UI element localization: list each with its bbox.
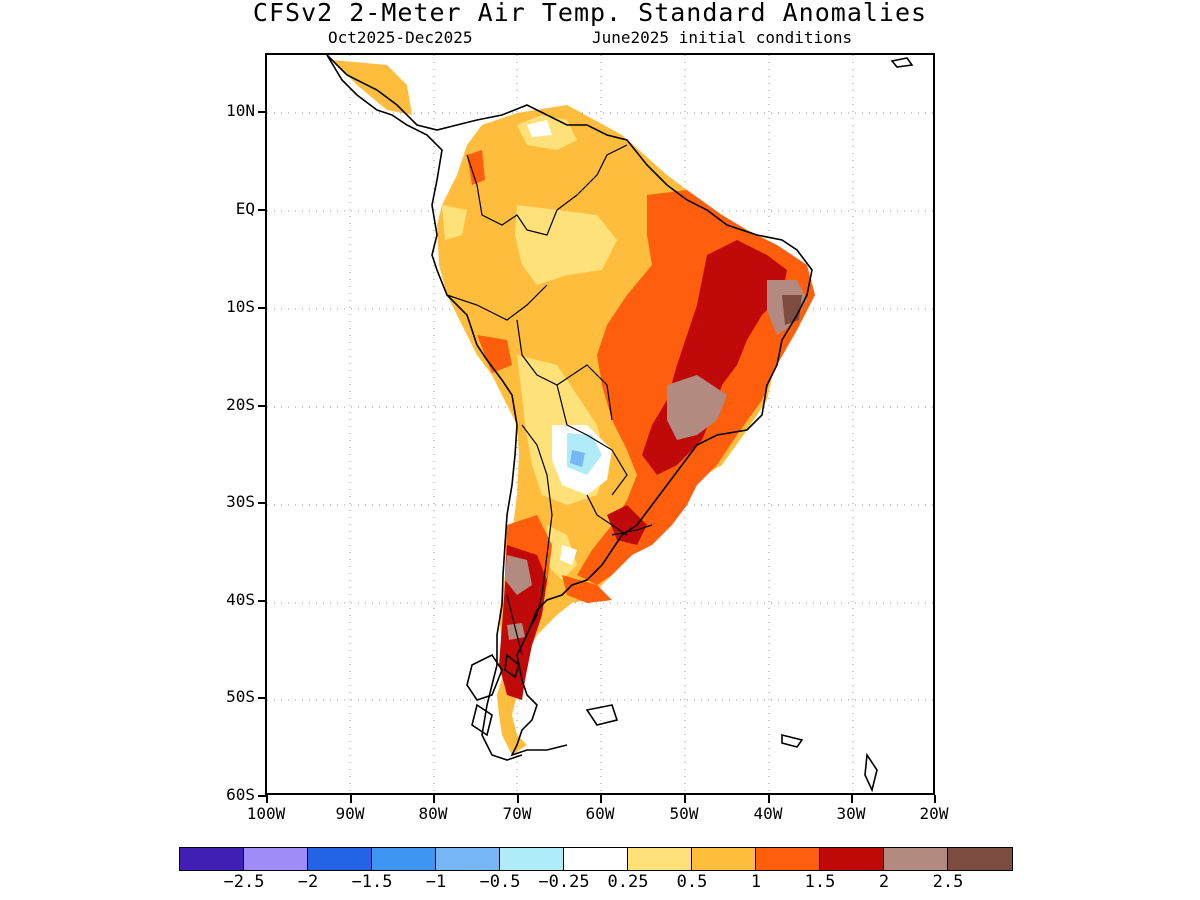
latitude-tick — [258, 405, 266, 407]
color-scale-label: −2 — [297, 872, 319, 892]
map-panel — [265, 53, 935, 795]
latitude-label: 50S — [226, 687, 255, 706]
latitude-label: EQ — [235, 199, 255, 218]
anomaly-map — [267, 55, 933, 793]
longitude-tick — [934, 795, 936, 803]
color-scale-swatch — [244, 848, 308, 870]
color-scale-swatch — [500, 848, 564, 870]
latitude-tick — [258, 209, 266, 211]
color-scale-swatch — [372, 848, 436, 870]
longitude-label: 50W — [669, 804, 699, 823]
color-scale-label: 1 — [750, 872, 762, 892]
longitude-label: 90W — [335, 804, 365, 823]
color-scale-label: −1 — [425, 872, 447, 892]
longitude-label: 30W — [836, 804, 866, 823]
color-scale-label: −0.25 — [538, 872, 590, 892]
latitude-tick — [258, 795, 266, 797]
country-borders — [446, 144, 653, 656]
latitude-label: 40S — [226, 590, 255, 609]
anomaly-fill-blue — [570, 450, 585, 467]
latitude-tick — [258, 307, 266, 309]
longitude-tick — [768, 795, 770, 803]
color-scale-label: 0.5 — [676, 872, 708, 892]
latitude-tick — [258, 600, 266, 602]
longitude-tick — [266, 795, 268, 803]
color-scale-label: 2.5 — [932, 872, 964, 892]
longitude-tick — [851, 795, 853, 803]
color-scale-swatch — [884, 848, 948, 870]
color-scale-swatch — [436, 848, 500, 870]
latitude-tick — [258, 697, 266, 699]
color-scale-label: −0.5 — [479, 872, 521, 892]
longitude-label: 60W — [585, 804, 615, 823]
coastlines — [326, 55, 914, 793]
anomaly-fill-mauve — [505, 280, 807, 640]
anomaly-fill-brown — [782, 295, 802, 325]
latitude-tick — [258, 111, 266, 113]
latitude-tick — [258, 502, 266, 504]
latitude-label: 10N — [226, 101, 255, 120]
color-scale-swatch — [180, 848, 244, 870]
color-scale-label: 0.25 — [607, 872, 649, 892]
color-scale-label: 2 — [878, 872, 890, 892]
color-scale-label: 1.5 — [804, 872, 836, 892]
color-scale-swatch — [692, 848, 756, 870]
longitude-label: 70W — [502, 804, 532, 823]
longitude-label: 80W — [418, 804, 448, 823]
color-scale-bar — [179, 847, 1013, 871]
longitude-tick — [600, 795, 602, 803]
longitude-tick — [684, 795, 686, 803]
color-scale-swatch — [948, 848, 1012, 870]
latitude-label: 20S — [226, 395, 255, 414]
latitude-label: 10S — [226, 297, 255, 316]
longitude-tick — [433, 795, 435, 803]
color-scale-label: −1.5 — [351, 872, 393, 892]
color-scale-swatch — [756, 848, 820, 870]
longitude-tick — [517, 795, 519, 803]
longitude-label: 100W — [246, 804, 286, 823]
forecast-period: Oct2025-Dec2025 — [328, 28, 473, 47]
longitude-label: 40W — [753, 804, 783, 823]
map-title: CFSv2 2-Meter Air Temp. Standard Anomali… — [252, 0, 928, 27]
latitude-label: 60S — [226, 785, 255, 804]
color-scale-label: −2.5 — [223, 872, 265, 892]
latitude-label: 30S — [226, 492, 255, 511]
color-scale-swatch — [820, 848, 884, 870]
longitude-label: 20W — [919, 804, 949, 823]
color-scale-swatch — [628, 848, 692, 870]
color-scale-swatch — [564, 848, 628, 870]
longitude-tick — [350, 795, 352, 803]
initial-conditions: June2025 initial conditions — [592, 28, 853, 47]
color-scale-swatch — [308, 848, 372, 870]
